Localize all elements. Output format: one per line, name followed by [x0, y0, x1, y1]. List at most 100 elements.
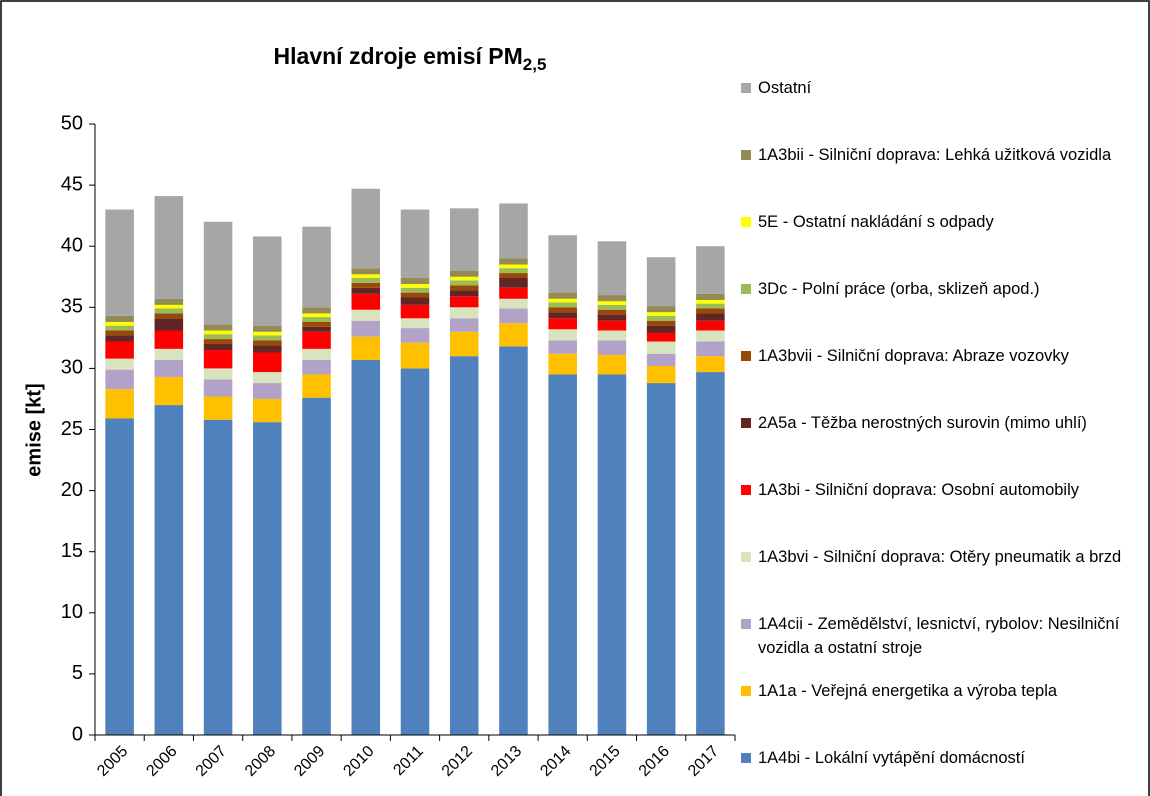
- bar-segment: [351, 274, 381, 278]
- bar-segment: [302, 331, 331, 349]
- bar-segment: [646, 365, 676, 384]
- bar-segment: [499, 264, 528, 269]
- bar-segment: [105, 418, 134, 735]
- bar-segment: [499, 258, 528, 265]
- bar-segment: [400, 209, 430, 278]
- bar-segment: [105, 209, 134, 316]
- bar-segment: [154, 330, 184, 349]
- bar-segment: [597, 320, 627, 331]
- y-tick-label: 0: [72, 723, 83, 745]
- bar-segment: [253, 372, 282, 384]
- x-tick-label: 2010: [340, 743, 377, 780]
- bar-segment: [548, 340, 577, 354]
- x-tick-label: 2012: [439, 743, 476, 780]
- bar-segment: [696, 299, 725, 304]
- bar-segment: [548, 318, 577, 330]
- bar-segment: [253, 335, 282, 341]
- bar-segment: [499, 277, 528, 288]
- bar-segment: [646, 320, 676, 326]
- bar-segment: [499, 298, 528, 309]
- bar-segment: [696, 313, 725, 321]
- bar-segment: [351, 282, 381, 288]
- bar-segment: [203, 330, 233, 335]
- x-tick-label: 2007: [193, 743, 230, 780]
- bar-segment: [253, 398, 282, 423]
- y-tick-label: 50: [61, 112, 83, 134]
- bar-segment: [696, 308, 725, 314]
- bar-segment: [400, 318, 430, 329]
- bar-segment: [597, 301, 627, 305]
- bar-segment: [499, 273, 528, 278]
- bar-segment: [449, 296, 479, 308]
- bar-segment: [449, 208, 479, 271]
- bar-segment: [400, 328, 430, 343]
- bar-segment: [253, 345, 282, 353]
- bar-segment: [351, 359, 381, 735]
- bar-segment: [302, 348, 331, 360]
- bar-segment: [154, 405, 184, 735]
- bar-segment: [499, 268, 528, 274]
- bar-segment: [696, 341, 725, 357]
- bar-segment: [597, 374, 627, 735]
- bar-segment: [253, 331, 282, 336]
- bar-segment: [105, 325, 134, 331]
- bar-segment: [499, 308, 528, 324]
- x-tick-label: 2017: [685, 743, 722, 780]
- bar-segment: [105, 315, 134, 322]
- bar-segment: [548, 374, 577, 735]
- y-tick-label: 5: [72, 662, 83, 684]
- bar-segment: [548, 312, 577, 319]
- bar-segment: [449, 285, 479, 291]
- bar-segment: [203, 343, 233, 351]
- bar-segment: [597, 314, 627, 321]
- bar-segment: [253, 325, 282, 332]
- bar-segment: [302, 317, 331, 322]
- bar-segment: [105, 389, 134, 419]
- bar-segment: [302, 326, 331, 332]
- bar-segment: [646, 383, 676, 735]
- bar-segment: [400, 287, 430, 293]
- x-tick-label: 2013: [488, 743, 525, 780]
- title-main: Hlavní zdroje emisí PM: [274, 43, 523, 69]
- bar-segment: [548, 302, 577, 308]
- bar-segment: [203, 324, 233, 331]
- x-tick-label: 2006: [143, 743, 180, 780]
- bar-segment: [400, 304, 430, 319]
- bar-segment: [105, 341, 134, 359]
- bar-segment: [449, 356, 479, 735]
- bar-segment: [499, 203, 528, 259]
- bar-segment: [646, 306, 676, 313]
- chart-title: Hlavní zdroje emisí PM2,5: [274, 43, 547, 74]
- bar-segment: [597, 340, 627, 355]
- bar-segment: [400, 368, 430, 735]
- bar-segment: [154, 298, 184, 305]
- bar-segment: [646, 341, 676, 354]
- bar-segment: [154, 308, 184, 314]
- bar-segment: [449, 290, 479, 297]
- bar-segment: [696, 372, 725, 735]
- bar-segment: [449, 276, 479, 281]
- bar-segment: [351, 336, 381, 360]
- bar-segment: [154, 313, 184, 319]
- bar-segment: [400, 292, 430, 298]
- bar-segment: [449, 280, 479, 286]
- bar-segment: [253, 236, 282, 326]
- bar-segment: [203, 379, 233, 397]
- bar-segment: [449, 270, 479, 277]
- y-tick-label: 25: [61, 418, 83, 440]
- bar-segment: [351, 287, 381, 294]
- bar-segment: [203, 396, 233, 420]
- bar-segment: [499, 346, 528, 735]
- bar-segment: [203, 334, 233, 340]
- bar-segment: [400, 277, 430, 285]
- bar-segment: [253, 340, 282, 346]
- bar-segment: [351, 268, 381, 275]
- bar-segment: [646, 315, 676, 321]
- bar-segment: [646, 312, 676, 316]
- y-tick-label: 40: [61, 234, 83, 256]
- bar-segment: [302, 397, 331, 735]
- bar-segment: [105, 321, 134, 326]
- x-tick-label: 2016: [636, 743, 673, 780]
